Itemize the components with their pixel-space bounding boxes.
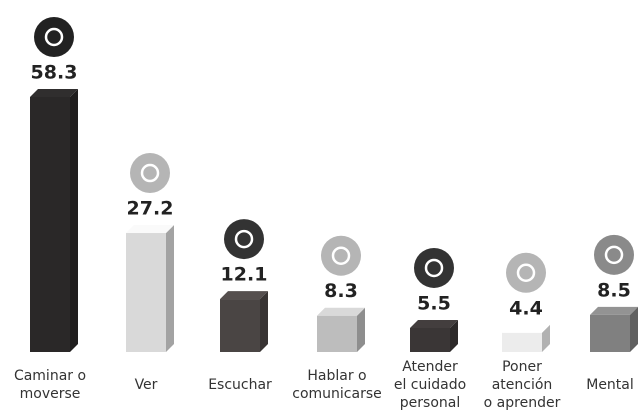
value-label: 4.4 xyxy=(509,297,543,319)
bar-top xyxy=(590,306,638,315)
bar-top xyxy=(410,319,458,328)
bar xyxy=(317,315,357,352)
icon xyxy=(594,234,634,275)
bar-top xyxy=(30,89,78,97)
bar-side xyxy=(357,307,365,352)
icon-glyph xyxy=(424,258,444,278)
icon-glyph xyxy=(331,246,351,265)
category-label: Poner xyxy=(502,359,542,375)
value-label: 27.2 xyxy=(127,198,174,220)
category-label: o aprender xyxy=(484,395,561,411)
bar xyxy=(220,299,260,352)
category-label: comunicarse xyxy=(292,386,381,402)
icon-glyph xyxy=(604,245,624,265)
icon-glyph xyxy=(44,27,64,47)
bar-top xyxy=(220,291,268,300)
bar-side xyxy=(542,324,550,352)
bar-top xyxy=(317,307,365,316)
bar xyxy=(30,97,70,352)
icon xyxy=(130,153,170,194)
icon-glyph xyxy=(234,229,254,249)
bar xyxy=(126,233,166,352)
icon-glyph xyxy=(516,263,536,283)
value-label: 8.5 xyxy=(597,279,631,301)
bar xyxy=(590,314,630,352)
bar-side xyxy=(260,291,268,352)
bar-side xyxy=(70,89,78,352)
icon xyxy=(34,17,74,57)
icon xyxy=(321,235,361,276)
icon-glyph xyxy=(140,163,160,183)
bar-top xyxy=(502,324,550,333)
value-label: 58.3 xyxy=(31,62,78,84)
category-label: Hablar o xyxy=(307,368,366,384)
category-label: Caminar o xyxy=(14,368,86,384)
category-label: atención xyxy=(492,377,553,393)
bar-side xyxy=(166,225,174,352)
category-label: Atender xyxy=(402,359,458,375)
category-label: moverse xyxy=(20,386,81,402)
icon xyxy=(414,247,454,288)
bar-side xyxy=(450,319,458,352)
value-label: 8.3 xyxy=(324,280,358,302)
bar xyxy=(502,332,542,352)
icon xyxy=(224,219,264,260)
category-label: Ver xyxy=(135,377,158,393)
bar-top xyxy=(126,225,174,234)
value-label: 5.5 xyxy=(417,292,451,314)
icon xyxy=(506,252,546,293)
bar xyxy=(410,327,450,352)
bar-side xyxy=(630,306,638,352)
value-label: 12.1 xyxy=(221,264,268,286)
category-label: el cuidado xyxy=(394,377,466,393)
category-label: Escuchar xyxy=(208,377,272,393)
category-label: personal xyxy=(400,395,460,411)
category-label: Mental xyxy=(586,377,634,393)
